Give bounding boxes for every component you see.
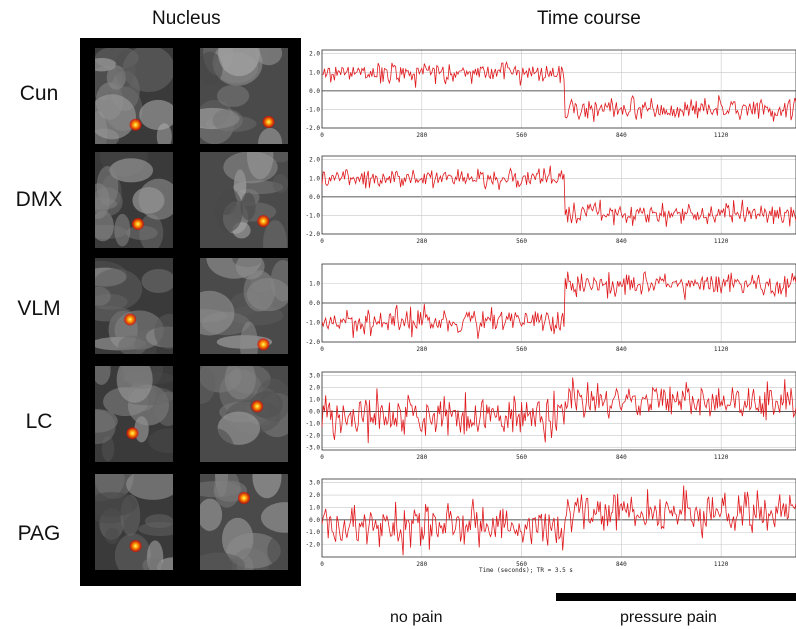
y-tick-label: 0.0 [309,300,320,307]
activation-blob [131,218,144,230]
x-tick-label: 840 [616,132,627,139]
x-tick-label: 1120 [714,132,729,139]
y-tick-label: -1.0 [306,421,321,428]
x-tick-label: 0 [320,561,324,568]
time-course-trace-pag [321,485,796,556]
y-tick-label: -2.0 [306,125,321,132]
x-tick-label: 280 [416,132,427,139]
y-tick-label: 2.0 [309,157,320,164]
y-tick-label: -1.0 [306,212,321,219]
x-tick-label: 1120 [714,454,729,461]
brain-slice-lc-axial [95,366,173,462]
plot-frame [321,49,796,129]
x-tick-label: 1120 [714,561,729,568]
x-tick-label: 840 [616,238,627,245]
activation-blob [126,427,139,440]
activation-blob [129,118,142,131]
x-tick-label: 1120 [714,238,729,245]
x-tick-label: 560 [516,238,527,245]
x-tick-label: 560 [516,454,527,461]
brain-slice-pag-axial [95,474,173,570]
brain-slice-vlm-axial [95,258,173,354]
row-label-pag: PAG [17,522,61,545]
time-course-header: Time course [537,8,641,29]
brain-slice-lc-sag [200,366,288,462]
x-tick-label: 1120 [714,346,729,353]
y-tick-label: 1.0 [309,504,320,511]
activation-blob [251,400,264,413]
y-tick-label: -2.0 [306,542,321,549]
activation-blob [257,338,270,351]
x-tick-label: 0 [320,238,324,245]
no-pain-label: no pain [390,609,443,626]
pressure-pain-label: pressure pain [620,609,717,626]
y-tick-label: -1.0 [306,529,321,536]
time-course-plot-dmx: 2.0 1.0 0.0 -1.0 -2.0 0 280 560 840 1120 [300,150,796,256]
x-tick-label: 280 [416,454,427,461]
brain-slice-dmx-sag [200,152,288,248]
brain-slice-pag-sag [200,474,288,570]
y-tick-label: 1.0 [309,397,320,404]
y-tick-label: 0.0 [309,517,320,524]
y-tick-label: 1.0 [309,281,320,288]
brain-slice-dmx-axial [95,152,173,248]
row-label-vlm: VLM [17,297,61,320]
time-course-trace-vlm [321,270,796,339]
y-tick-label: 0.0 [309,88,320,95]
x-tick-label: 840 [616,561,627,568]
y-tick-label: 1.0 [309,175,320,182]
plot-frame [321,155,796,235]
time-course-trace-lc [321,377,796,444]
x-tick-label: 560 [516,346,527,353]
time-course-plot-cun: 2.0 1.0 0.0 -1.0 -2.0 0 280 560 840 1120 [300,44,796,150]
activation-blob [129,540,142,552]
y-tick-label: -2.0 [306,433,321,440]
x-tick-label: 280 [416,561,427,568]
y-tick-label: 0.0 [309,194,320,201]
row-label-cun: Cun [19,82,59,105]
pressure-pain-bar [556,593,796,601]
activation-blob [124,313,137,326]
y-tick-label: 2.0 [309,385,320,392]
y-tick-label: 1.0 [309,69,320,76]
plot-frame [321,263,796,343]
y-tick-label: 3.0 [309,480,320,487]
time-course-plot-vlm: 1.0 0.0 -1.0 -2.0 0 280 560 840 1120 [300,258,796,364]
time-course-trace-cun [321,60,796,122]
activation-blob [257,215,270,228]
activation-blob [238,492,250,504]
y-tick-label: 2.0 [309,51,320,58]
y-tick-label: -1.0 [306,320,321,327]
row-label-dmx: DMX [15,188,63,211]
x-tick-label: 0 [320,454,324,461]
y-tick-label: -1.0 [306,106,321,113]
x-axis-caption: Time (seconds); TR = 3.5 s [479,567,573,574]
x-tick-label: 280 [416,346,427,353]
time-course-plot-pag: 3.0 2.0 1.0 0.0 -1.0 -2.0 0 280 560 840 1120 [300,473,796,579]
x-tick-label: 280 [416,238,427,245]
x-tick-label: 840 [616,454,627,461]
plot-frame [321,371,796,451]
time-course-plot-lc: 3.0 2.0 1.0 0.0 -1.0 -2.0 -3.0 0 280 560 840 1120 [300,366,796,472]
x-tick-label: 840 [616,346,627,353]
y-tick-label: 3.0 [309,373,320,380]
y-tick-label: -3.0 [306,445,321,452]
time-course-trace-dmx [321,165,796,227]
x-tick-label: 0 [320,346,324,353]
brain-slice-vlm-sag [200,258,288,354]
x-tick-label: 560 [516,561,527,568]
y-tick-label: -2.0 [306,339,321,346]
brain-slice-cun-sag [200,48,288,144]
y-tick-label: 2.0 [309,492,320,499]
activation-blob [262,115,275,128]
brain-slice-cun-axial [95,48,173,144]
row-label-lc: LC [25,410,53,433]
y-tick-label: -2.0 [306,231,321,238]
x-tick-label: 0 [320,132,324,139]
y-tick-label: 0.0 [309,409,320,416]
x-tick-label: 560 [516,132,527,139]
plot-frame [321,478,796,558]
nucleus-header: Nucleus [152,8,221,29]
